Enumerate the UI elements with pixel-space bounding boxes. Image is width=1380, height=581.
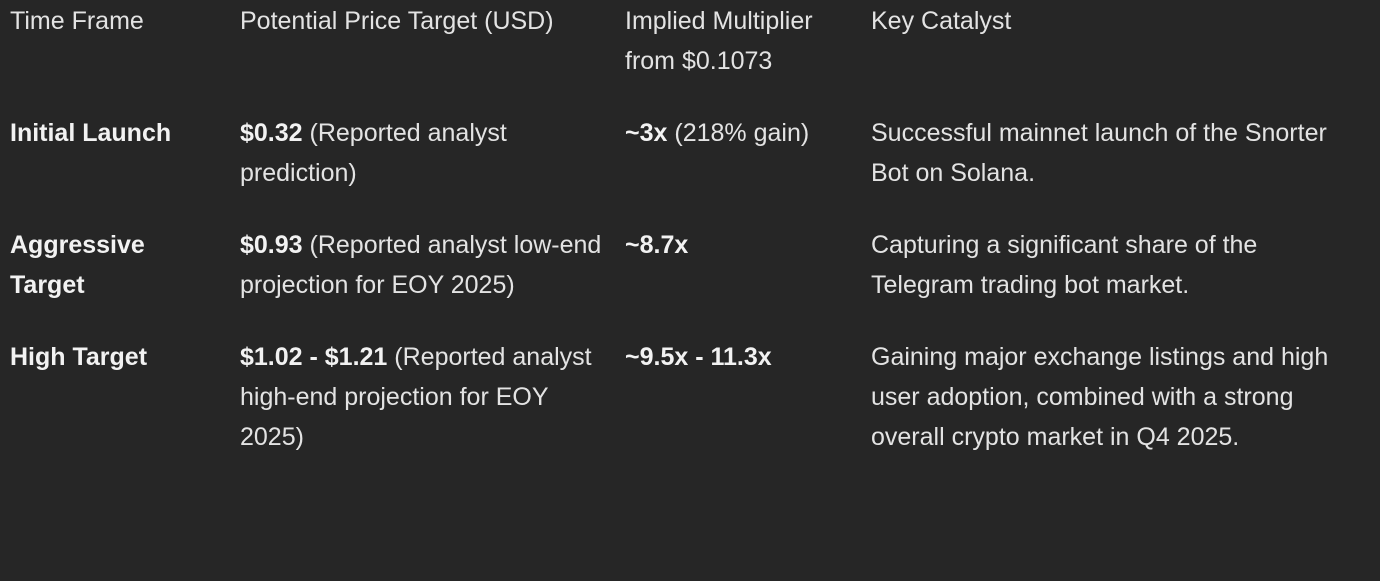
price-value: $0.32 bbox=[240, 119, 303, 147]
price-value: $1.02 - $1.21 bbox=[240, 343, 388, 371]
price-note: (Reported analyst low-end projection for… bbox=[240, 231, 602, 299]
time-frame: Initial Launch bbox=[10, 119, 172, 147]
multiplier-value: ~8.7x bbox=[625, 231, 689, 259]
price-cell: $0.93 (Reported analyst low-end projecti… bbox=[240, 225, 625, 337]
header-row: Time Frame Potential Price Target (USD) … bbox=[0, 1, 1380, 113]
header-time-frame: Time Frame bbox=[10, 7, 144, 35]
multiplier-cell: ~3x (218% gain) bbox=[625, 113, 871, 225]
price-value: $0.93 bbox=[240, 231, 303, 259]
catalyst-cell: Capturing a significant share of the Tel… bbox=[871, 231, 1258, 299]
table-row: Aggressive Target $0.93 (Reported analys… bbox=[0, 225, 1380, 337]
time-frame: High Target bbox=[10, 343, 148, 371]
header-price-target: Potential Price Target (USD) bbox=[240, 7, 554, 35]
time-frame-cell: High Target bbox=[0, 337, 240, 489]
multiplier-value: ~3x bbox=[625, 119, 668, 147]
time-frame-cell: Initial Launch bbox=[0, 113, 240, 225]
catalyst-cell: Successful mainnet launch of the Snorter… bbox=[871, 119, 1327, 187]
price-note: (Reported analyst prediction) bbox=[240, 119, 507, 187]
multiplier-cell: ~9.5x - 11.3x bbox=[625, 337, 871, 489]
price-cell: $1.02 - $1.21 (Reported analyst high-end… bbox=[240, 337, 625, 489]
time-frame: Aggressive Target bbox=[10, 231, 145, 299]
multiplier-note: (218% gain) bbox=[667, 119, 810, 147]
header-multiplier: Implied Multiplier from $0.1073 bbox=[625, 7, 813, 75]
table-row: Initial Launch $0.32 (Reported analyst p… bbox=[0, 113, 1380, 225]
time-frame-cell: Aggressive Target bbox=[0, 225, 240, 337]
catalyst-cell: Gaining major exchange listings and high… bbox=[871, 343, 1329, 451]
header-catalyst: Key Catalyst bbox=[871, 7, 1012, 35]
table-row: High Target $1.02 - $1.21 (Reported anal… bbox=[0, 337, 1380, 489]
price-target-table: Time Frame Potential Price Target (USD) … bbox=[0, 1, 1380, 489]
price-note: (Reported analyst high-end projection fo… bbox=[240, 343, 592, 451]
price-cell: $0.32 (Reported analyst prediction) bbox=[240, 113, 625, 225]
multiplier-cell: ~8.7x bbox=[625, 225, 871, 337]
multiplier-value: ~9.5x - 11.3x bbox=[625, 343, 772, 371]
